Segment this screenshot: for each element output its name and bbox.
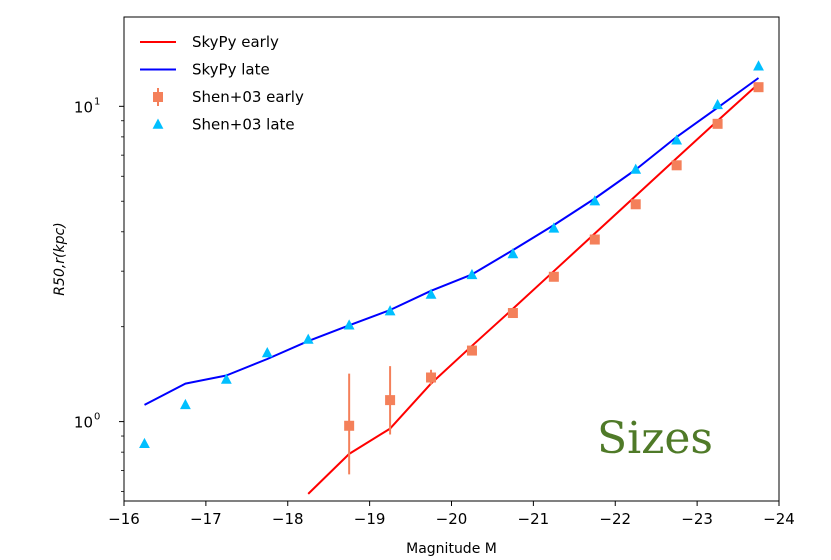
x-tick-label: −17 xyxy=(190,510,222,528)
data-point-triangle xyxy=(507,248,519,259)
x-tick-label: −18 xyxy=(272,510,304,528)
data-point-square xyxy=(466,345,477,356)
data-point-square xyxy=(630,199,641,210)
y-axis-label: R50,r(kpc) xyxy=(52,222,68,295)
data-point-triangle xyxy=(302,333,314,344)
series-0 xyxy=(307,82,760,495)
data-point-square xyxy=(753,82,764,93)
data-point-square xyxy=(344,420,355,431)
data-point-triangle xyxy=(425,288,437,299)
data-point-square xyxy=(589,234,600,245)
series-layer xyxy=(139,60,764,495)
data-point-triangle xyxy=(753,60,764,71)
x-tick-label: −24 xyxy=(763,510,795,528)
data-point-triangle xyxy=(384,305,396,316)
legend-item: SkyPy early xyxy=(140,33,279,51)
data-point-triangle xyxy=(261,347,273,358)
series-3 xyxy=(139,60,764,449)
legend-triangle xyxy=(152,118,164,129)
legend-item: Shen+03 late xyxy=(152,116,295,134)
y-tick-label: 10 xyxy=(74,414,93,432)
legend: SkyPy early SkyPy late Shen+03 early Shen+0… xyxy=(140,33,304,134)
data-point-triangle xyxy=(630,163,642,174)
x-tick-label: −21 xyxy=(518,510,550,528)
series-line xyxy=(144,77,760,406)
legend-label: SkyPy late xyxy=(192,61,270,79)
data-point-triangle xyxy=(180,398,191,410)
data-point-square xyxy=(671,160,682,171)
data-point-triangle xyxy=(466,268,478,280)
data-point-square xyxy=(385,395,396,406)
data-point-triangle xyxy=(139,437,150,449)
data-point-square xyxy=(548,271,559,282)
legend-label: SkyPy early xyxy=(192,33,279,51)
data-point-triangle xyxy=(220,373,232,384)
legend-label: Shen+03 late xyxy=(192,116,295,134)
series-2 xyxy=(344,82,764,475)
data-point-square xyxy=(507,308,518,319)
series-line xyxy=(307,82,760,495)
y-tick-exponent: 0 xyxy=(94,412,100,423)
y-tick-label: 10 xyxy=(74,98,93,116)
x-tick-label: −16 xyxy=(108,510,140,528)
x-tick-label: −22 xyxy=(599,510,631,528)
sizes-annotation: Sizes xyxy=(597,413,713,464)
legend-square xyxy=(153,92,163,102)
data-point-square xyxy=(426,372,437,383)
data-point-triangle xyxy=(671,134,683,145)
data-point-triangle xyxy=(343,319,355,330)
series-1 xyxy=(144,77,760,406)
legend-label: Shen+03 early xyxy=(192,88,304,106)
data-point-triangle xyxy=(548,222,560,233)
x-tick-label: −19 xyxy=(354,510,386,528)
data-point-triangle xyxy=(712,98,723,110)
legend-item: SkyPy late xyxy=(140,61,270,79)
x-tick-label: −20 xyxy=(436,510,468,528)
data-point-square xyxy=(712,118,723,129)
x-axis: −16 −17 −18 −19 −20 −21 −22 −23 −24 xyxy=(108,501,795,528)
x-tick-label: −23 xyxy=(681,510,713,528)
y-tick-exponent: 1 xyxy=(94,96,100,107)
x-axis-label: Magnitude M xyxy=(406,541,497,557)
legend-item: Shen+03 early xyxy=(153,88,304,106)
data-point-triangle xyxy=(589,195,601,206)
